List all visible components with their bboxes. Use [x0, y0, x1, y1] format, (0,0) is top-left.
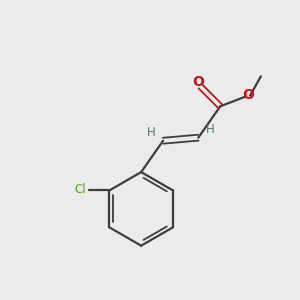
Text: O: O — [243, 88, 255, 102]
Text: Cl: Cl — [74, 183, 86, 196]
Text: O: O — [192, 75, 204, 89]
Text: H: H — [206, 123, 214, 136]
Text: H: H — [146, 126, 155, 139]
